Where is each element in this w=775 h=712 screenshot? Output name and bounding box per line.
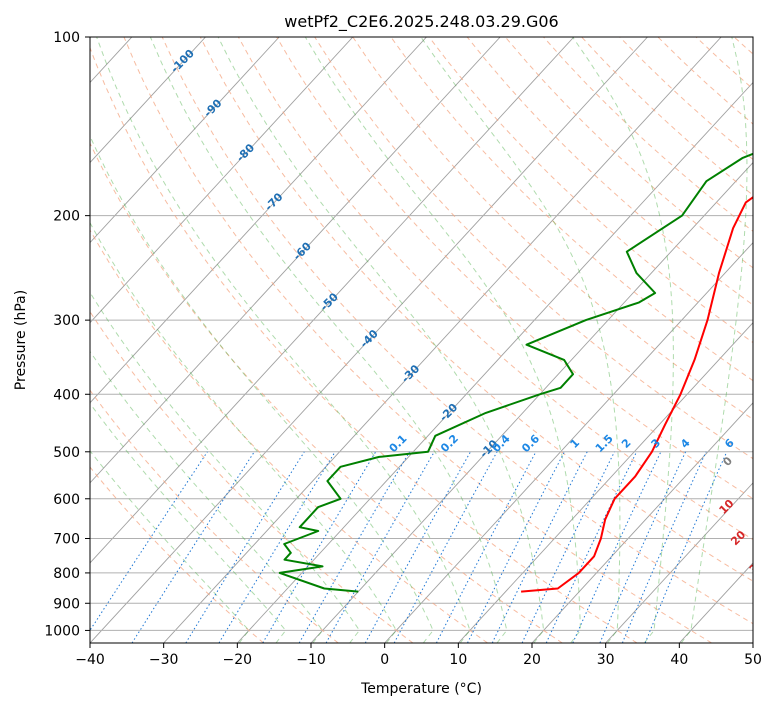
x-tick-label: −20 bbox=[223, 652, 253, 668]
chart-title: wetPf2_C2E6.2025.248.03.29.G06 bbox=[284, 12, 558, 32]
y-tick-label: 700 bbox=[53, 532, 80, 548]
x-tick-label: −30 bbox=[149, 652, 179, 668]
x-tick-label: 30 bbox=[597, 652, 615, 668]
y-axis-label: Pressure (hPa) bbox=[13, 290, 29, 390]
y-tick-label: 800 bbox=[53, 566, 80, 582]
x-tick-label: 0 bbox=[380, 652, 389, 668]
y-tick-label: 400 bbox=[53, 387, 80, 403]
y-tick-label: 500 bbox=[53, 445, 80, 461]
x-tick-label: −10 bbox=[296, 652, 326, 668]
x-tick-label: 40 bbox=[670, 652, 688, 668]
x-tick-label: 20 bbox=[523, 652, 541, 668]
y-tick-label: 600 bbox=[53, 492, 80, 508]
y-tick-label: 1000 bbox=[44, 623, 80, 639]
y-tick-label: 300 bbox=[53, 313, 80, 329]
y-tick-label: 100 bbox=[53, 30, 80, 46]
y-tick-label: 900 bbox=[53, 596, 80, 612]
x-axis-label: Temperature (°C) bbox=[360, 681, 482, 697]
y-tick-label: 200 bbox=[53, 209, 80, 225]
x-tick-label: 10 bbox=[449, 652, 467, 668]
x-tick-label: 50 bbox=[744, 652, 762, 668]
x-tick-label: −40 bbox=[75, 652, 105, 668]
